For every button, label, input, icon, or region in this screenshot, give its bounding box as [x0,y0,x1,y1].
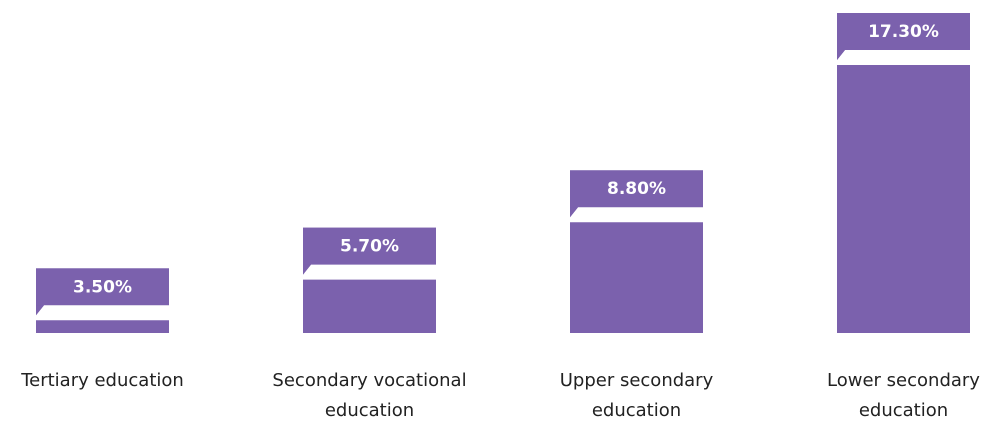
chart: 3.50% 5.70% 8.80% 17.30% [0,0,993,360]
value-label: 8.80% [607,179,666,199]
category-label: Upper secondary education [527,366,747,426]
category-label: Secondary vocational education [260,366,480,426]
category-label: Tertiary education [0,366,213,396]
value-label: 5.70% [340,237,399,257]
category-label: Lower secondary education [794,366,993,426]
bar-gap [837,50,970,65]
value-label: 3.50% [73,277,132,297]
bar-gap [36,305,169,320]
bar-gap [570,207,703,222]
value-label: 17.30% [868,22,939,42]
bar-gap [303,265,436,280]
